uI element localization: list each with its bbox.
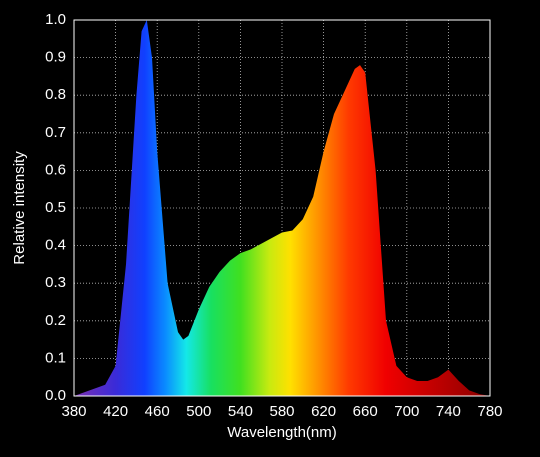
x-tick-label: 580 xyxy=(269,403,294,420)
x-tick-label: 500 xyxy=(186,403,211,420)
y-tick-label: 0.8 xyxy=(45,86,66,103)
y-axis-label: Relative intensity xyxy=(11,151,28,265)
y-tick-label: 0.1 xyxy=(45,349,66,366)
y-tick-label: 1.0 xyxy=(45,11,66,28)
y-tick-label: 0.2 xyxy=(45,312,66,329)
x-tick-label: 620 xyxy=(311,403,336,420)
y-tick-label: 0.7 xyxy=(45,124,66,141)
x-axis-label: Wavelength(nm) xyxy=(227,424,336,441)
x-tick-label: 380 xyxy=(61,403,86,420)
x-tick-label: 460 xyxy=(145,403,170,420)
x-tick-label: 540 xyxy=(228,403,253,420)
y-tick-label: 0.0 xyxy=(45,387,66,404)
y-tick-label: 0.5 xyxy=(45,199,66,216)
plot-frame xyxy=(73,19,491,397)
y-tick-label: 0.3 xyxy=(45,274,66,291)
x-tick-label: 780 xyxy=(477,403,502,420)
y-tick-label: 0.9 xyxy=(45,49,66,66)
x-tick-label: 740 xyxy=(436,403,461,420)
y-tick-label: 0.4 xyxy=(45,237,66,254)
x-tick-label: 420 xyxy=(103,403,128,420)
y-tick-label: 0.6 xyxy=(45,161,66,178)
x-tick-label: 700 xyxy=(394,403,419,420)
x-tick-label: 660 xyxy=(353,403,378,420)
spectrum-area xyxy=(74,20,490,396)
